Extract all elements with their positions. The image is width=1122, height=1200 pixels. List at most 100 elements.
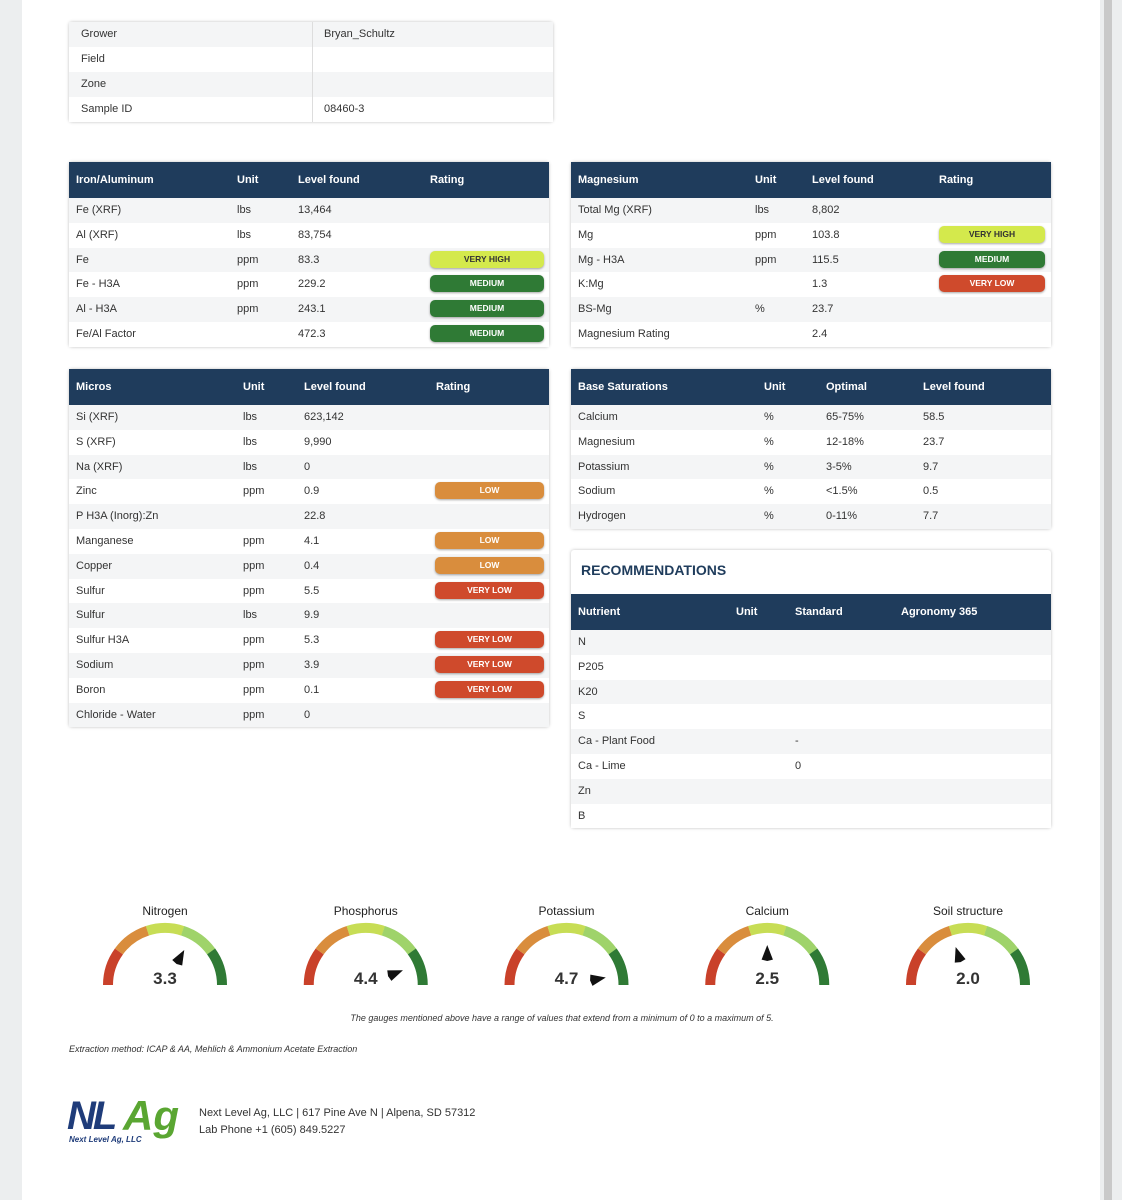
table-cell: Fe - H3A <box>76 278 121 291</box>
column-header: Base Saturations <box>578 381 668 393</box>
table-cell: Sodium <box>76 659 114 671</box>
table-cell: 472.3 <box>298 328 326 340</box>
gauge-needle <box>761 945 773 961</box>
table-cell: 9.7 <box>923 460 939 473</box>
info-row: Sample ID 08460-3 <box>69 97 553 122</box>
gauge-segment <box>504 948 525 985</box>
table-row: Copper ppm 0.4 LOW <box>69 553 549 579</box>
gauge-segment <box>717 925 752 955</box>
info-label: Field <box>81 53 105 65</box>
rating-badge: VERY HIGH <box>430 250 544 268</box>
table-row: Zn <box>571 778 1051 804</box>
table-row: Zinc ppm 0.9 LOW <box>69 479 549 505</box>
table-row: Si (XRF) lbs 623,142 <box>69 405 549 430</box>
column-header: Level found <box>298 174 360 186</box>
table-cell: Manganese <box>76 535 134 547</box>
gauge-note: The gauges mentioned above have a range … <box>350 1013 773 1023</box>
table-cell: BS-Mg <box>578 303 612 316</box>
table-cell: % <box>764 485 774 498</box>
table-cell: Al (XRF) <box>76 228 119 241</box>
table-cell: Na (XRF) <box>76 460 123 473</box>
column-header: Unit <box>755 174 777 186</box>
gauge-value: 4.4 <box>354 969 378 988</box>
table-cell: lbs <box>243 411 258 423</box>
table-cell: ppm <box>243 683 265 696</box>
rating-badge: MEDIUM <box>430 325 544 342</box>
table-cell: Ca - Lime <box>578 760 626 772</box>
table-row: Ca - Plant Food - <box>571 729 1051 754</box>
rating-badge: VERY LOW <box>435 631 544 649</box>
table-row: S (XRF) lbs 9,990 <box>69 429 549 455</box>
table-row: N <box>571 630 1051 655</box>
info-label: Zone <box>81 78 107 90</box>
table-cell: Fe <box>76 253 89 266</box>
table-cell: Fe/Al Factor <box>76 328 136 340</box>
table-cell: 2.4 <box>812 328 828 340</box>
table-row: Al (XRF) lbs 83,754 <box>69 222 549 248</box>
table-cell: lbs <box>237 228 252 241</box>
column-header: Level found <box>923 381 985 393</box>
table-row: Mg - H3A ppm 115.5 MEDIUM <box>571 247 1051 273</box>
table-row: Fe/Al Factor 472.3 MEDIUM <box>69 322 549 347</box>
table-cell: lbs <box>243 609 258 622</box>
gauge-segment <box>906 948 926 985</box>
table-row: Ca - Lime 0 <box>571 754 1051 779</box>
table-cell: K20 <box>578 685 598 698</box>
rating-badge: MEDIUM <box>430 300 544 318</box>
gauge-name: Calcium <box>746 904 789 918</box>
table-row: Al - H3A ppm 243.1 MEDIUM <box>69 297 549 322</box>
table-row: Chloride - Water ppm 0 <box>69 702 549 728</box>
table-cell: lbs <box>243 460 258 473</box>
report-page: Grower Bryan_Schultz Field Zone Sample ID 084… <box>22 0 1100 1200</box>
gauge-value: 2.0 <box>956 969 980 988</box>
table-cell: 103.8 <box>812 228 840 241</box>
rating-badge: MEDIUM <box>939 250 1045 268</box>
table-row: Sodium ppm 3.9 VERY LOW <box>69 653 549 678</box>
gauge-needle <box>954 946 966 963</box>
gauge-value: 3.3 <box>153 969 177 988</box>
table-row: Na (XRF) lbs 0 <box>69 454 549 480</box>
divider <box>312 47 313 72</box>
table-cell: Ca - Plant Food <box>578 735 656 748</box>
column-header: Iron/Aluminum <box>76 174 154 186</box>
table-cell: ppm <box>243 535 265 547</box>
table-cell: <1.5% <box>826 485 858 498</box>
column-header: Standard <box>795 606 843 618</box>
column-header: Nutrient <box>578 606 621 618</box>
table-cell: ppm <box>243 708 265 721</box>
gauge-segment <box>608 948 629 985</box>
table-title: RECOMMENDATIONS <box>581 562 727 578</box>
table-cell: 0 <box>304 460 311 473</box>
info-row: Field <box>69 47 553 72</box>
table-cell: Al - H3A <box>76 303 117 316</box>
table-cell: Magnesium <box>578 435 635 448</box>
table-cell: Sodium <box>578 485 616 498</box>
gauge-needle <box>590 974 606 986</box>
table-cell: % <box>755 303 765 316</box>
gauge-value: 2.5 <box>755 969 779 988</box>
table-cell: Copper <box>76 559 113 572</box>
rating-badge: VERY LOW <box>435 680 544 698</box>
data-table: Magnesium Unit Level found Rating Total Mg (… <box>571 162 1051 347</box>
gauge-name: Phosphorus <box>334 904 398 918</box>
table-row: Sulfur lbs 9.9 <box>69 603 549 629</box>
table-row: Manganese ppm 4.1 LOW <box>69 529 549 554</box>
table-row: P205 <box>571 654 1051 680</box>
gauge-segment <box>748 923 787 936</box>
table-header: Nutrient Unit Standard Agronomy 365 <box>571 594 1051 630</box>
table-cell: Chloride - Water <box>76 708 156 721</box>
table-cell: 13,464 <box>298 204 332 216</box>
gauge-name: Soil structure <box>933 904 1003 918</box>
table-cell: 83,754 <box>298 228 332 241</box>
table-cell: 0.9 <box>304 485 320 498</box>
data-table: Iron/Aluminum Unit Level found Rating Fe (XR… <box>69 162 549 347</box>
logo-right: Ag <box>123 1092 179 1139</box>
column-header: Level found <box>812 174 874 186</box>
table-cell: 8,802 <box>812 204 840 216</box>
gauge-segment <box>948 923 988 936</box>
column-header: Level found <box>304 381 366 393</box>
table-header: Micros Unit Level found Rating <box>69 369 549 405</box>
data-table: Micros Unit Level found Rating Si (XRF) lbs 62… <box>69 369 549 728</box>
table-cell: Si (XRF) <box>76 411 119 423</box>
table-cell: lbs <box>755 204 770 216</box>
